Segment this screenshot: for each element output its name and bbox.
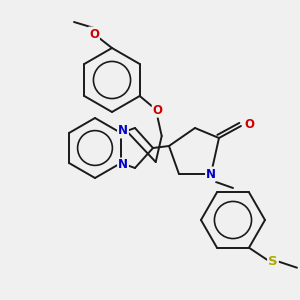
Text: N: N [206,167,216,181]
Text: N: N [118,158,128,172]
Text: O: O [244,118,254,130]
Text: O: O [153,103,163,116]
Text: O: O [89,28,99,40]
Text: N: N [118,124,128,137]
Text: S: S [268,255,278,268]
